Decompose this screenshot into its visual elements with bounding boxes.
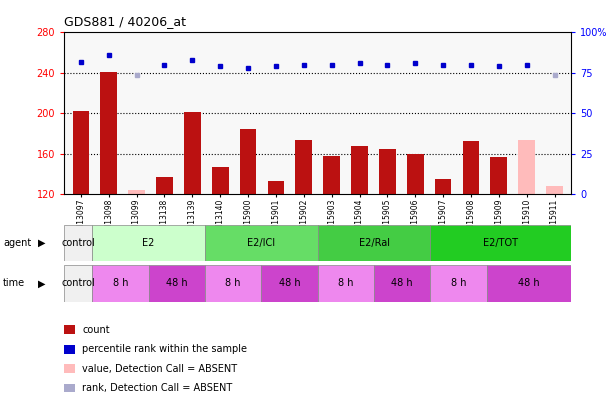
Bar [205,265,262,302]
Bar [491,157,507,194]
Text: percentile rank within the sample: percentile rank within the sample [82,344,247,354]
Text: 8 h: 8 h [113,279,128,288]
Bar [463,141,480,194]
Text: GDS881 / 40206_at: GDS881 / 40206_at [64,15,186,28]
Bar [184,112,200,194]
Bar [430,225,571,261]
Bar [518,140,535,194]
Bar [268,181,284,194]
Bar [92,225,205,261]
Bar [92,265,148,302]
Bar [351,146,368,194]
Text: rank, Detection Call = ABSENT: rank, Detection Call = ABSENT [82,383,233,393]
Text: E2: E2 [142,238,155,248]
Bar [156,177,173,194]
Text: 48 h: 48 h [392,279,413,288]
Bar [407,154,423,194]
Bar [323,156,340,194]
Text: ▶: ▶ [38,238,45,248]
Bar [212,167,229,194]
Bar [100,72,117,194]
Text: control: control [61,238,95,248]
Text: agent: agent [3,238,31,248]
Text: time: time [3,279,25,288]
Bar [205,225,318,261]
Text: E2/ICI: E2/ICI [247,238,276,248]
Text: count: count [82,325,110,335]
Text: 8 h: 8 h [338,279,354,288]
Bar [240,128,257,194]
Text: 48 h: 48 h [518,279,540,288]
Text: 48 h: 48 h [166,279,188,288]
Bar [487,265,571,302]
Bar [262,265,318,302]
Text: ▶: ▶ [38,279,45,288]
Bar [148,265,205,302]
Bar [73,111,89,194]
Bar [296,140,312,194]
Text: 8 h: 8 h [225,279,241,288]
Text: 48 h: 48 h [279,279,301,288]
Bar [374,265,430,302]
Text: E2/TOT: E2/TOT [483,238,518,248]
Bar [546,186,563,194]
Text: 8 h: 8 h [451,279,466,288]
Bar [64,265,92,302]
Bar [435,179,452,194]
Text: E2/Ral: E2/Ral [359,238,390,248]
Bar [318,265,374,302]
Bar [318,225,430,261]
Bar [64,225,92,261]
Bar [128,190,145,194]
Bar [430,265,487,302]
Text: control: control [61,279,95,288]
Text: value, Detection Call = ABSENT: value, Detection Call = ABSENT [82,364,238,373]
Bar [379,149,396,194]
